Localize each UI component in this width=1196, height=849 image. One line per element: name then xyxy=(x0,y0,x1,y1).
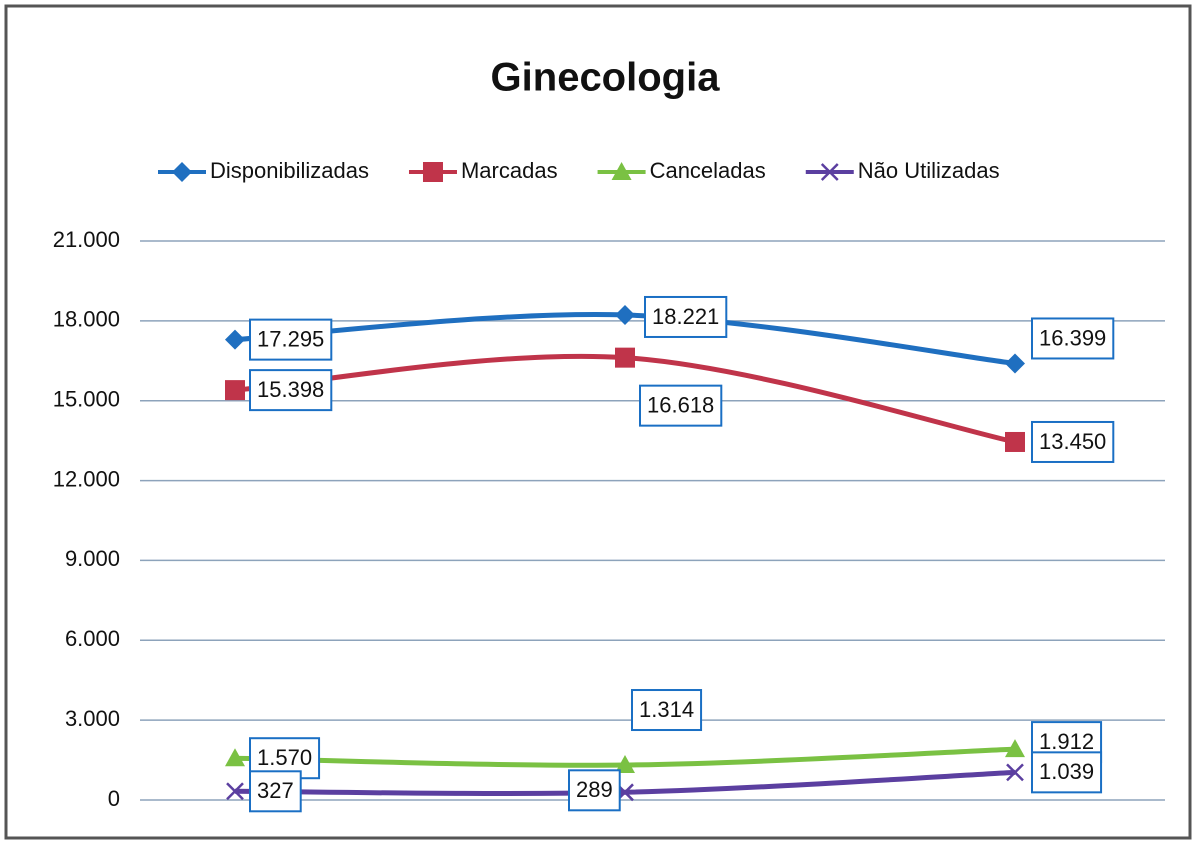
data-label-text: 16.399 xyxy=(1039,325,1106,350)
data-label: 15.398 xyxy=(249,369,333,412)
data-label-text: 1.314 xyxy=(639,697,694,722)
marker xyxy=(225,329,245,350)
data-label: 1.314 xyxy=(631,689,703,732)
y-tick-label: 15.000 xyxy=(53,387,120,412)
y-tick-label: 9.000 xyxy=(65,546,120,571)
marker xyxy=(1006,763,1024,782)
data-label: 289 xyxy=(568,769,621,812)
data-label: 18.221 xyxy=(644,295,728,338)
chart-frame xyxy=(4,4,1192,840)
data-label-box xyxy=(1031,751,1103,794)
data-label: 17.295 xyxy=(249,318,333,361)
data-label-box xyxy=(249,318,333,361)
y-tick-label: 18.000 xyxy=(53,307,120,332)
legend-label: Disponibilizadas xyxy=(210,158,369,183)
data-label-text: 18.221 xyxy=(652,304,719,329)
marker xyxy=(172,162,192,182)
marker xyxy=(615,347,635,368)
marker xyxy=(615,755,635,774)
legend-label: Canceladas xyxy=(650,158,766,183)
marker xyxy=(225,380,245,401)
data-label: 13.450 xyxy=(1031,420,1115,463)
marker xyxy=(1005,739,1025,758)
y-tick-label: 12.000 xyxy=(53,466,120,491)
y-tick-label: 0 xyxy=(108,786,120,811)
chart-title: Ginecologia xyxy=(491,56,721,100)
legend-label: Não Utilizadas xyxy=(858,158,1000,183)
marker xyxy=(226,782,244,801)
data-label-box xyxy=(644,295,728,338)
y-tick-label: 6.000 xyxy=(65,626,120,651)
data-label-box xyxy=(568,769,621,812)
data-label: 16.618 xyxy=(639,384,723,427)
data-label: 1.039 xyxy=(1031,751,1103,794)
data-label-box xyxy=(639,384,723,427)
data-label-text: 16.618 xyxy=(647,392,714,417)
data-label-text: 289 xyxy=(576,777,613,802)
marker xyxy=(820,163,839,181)
marker xyxy=(611,162,632,180)
data-label-box xyxy=(631,689,703,732)
legend-label: Marcadas xyxy=(461,158,558,183)
marker xyxy=(1005,431,1025,452)
data-label-text: 15.398 xyxy=(257,377,324,402)
data-label-box xyxy=(1031,420,1115,463)
data-label-text: 1.039 xyxy=(1039,759,1094,784)
y-tick-label: 3.000 xyxy=(65,706,120,731)
data-label-text: 13.450 xyxy=(1039,429,1106,454)
marker xyxy=(225,748,245,767)
data-label: 327 xyxy=(249,770,302,813)
marker xyxy=(422,162,443,182)
data-label-text: 1.570 xyxy=(257,745,312,770)
data-label-box xyxy=(249,369,333,412)
data-label-text: 1.912 xyxy=(1039,729,1094,754)
data-label-box xyxy=(249,770,302,813)
data-label-box xyxy=(1031,317,1115,360)
data-label-text: 327 xyxy=(257,778,294,803)
data-label: 16.399 xyxy=(1031,317,1115,360)
data-label-text: 17.295 xyxy=(257,326,324,351)
y-tick-label: 21.000 xyxy=(53,227,120,252)
marker xyxy=(615,304,635,325)
marker xyxy=(1005,353,1025,374)
